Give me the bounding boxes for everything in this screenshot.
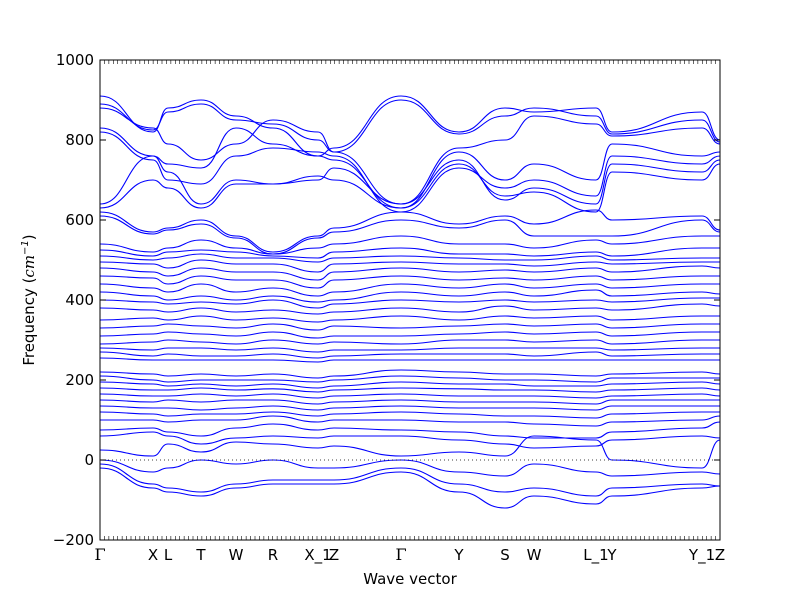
band-line-30 [99, 387, 721, 393]
y-axis-label-text: Frequency ( [20, 278, 38, 366]
band-line-34 [99, 411, 720, 419]
band-line-29 [99, 381, 721, 389]
high-symmetry-label: W [229, 546, 244, 564]
band-line-27 [99, 369, 721, 379]
band-line-14 [99, 265, 721, 281]
band-line-8 [99, 209, 721, 253]
band-line-37 [99, 431, 721, 449]
band-line-4 [99, 127, 721, 209]
high-symmetry-label: Z [329, 546, 339, 564]
high-symmetry-label: Y [606, 546, 617, 564]
band-line-11 [99, 247, 720, 259]
x-ticks: Γ X L T W R X_1Z Γ Y S W L_1Y Y_1 Z [94, 60, 725, 565]
band-line-7 [99, 163, 721, 213]
high-symmetry-label: Γ [395, 545, 406, 564]
y-tick-label: 200 [65, 371, 94, 389]
high-symmetry-label: X_1 [304, 546, 331, 565]
band-line-19 [99, 303, 721, 315]
y-tick-label: 0 [84, 451, 94, 469]
y-tick-label: 1000 [56, 51, 94, 69]
x-axis-label: Wave vector [363, 570, 457, 588]
band-line-40 [99, 463, 721, 497]
band-line-2 [99, 99, 721, 153]
band-line-20 [99, 315, 720, 323]
band-line-17 [99, 289, 721, 303]
band-lines [99, 95, 721, 509]
plot-frame [99, 59, 721, 541]
y-tick-label: 800 [65, 131, 94, 149]
band-line-35 [99, 415, 721, 427]
band-line-28 [99, 375, 720, 383]
band-line-15 [99, 275, 720, 289]
y-axis-label-close: ) [20, 234, 38, 240]
band-line-39 [99, 459, 721, 477]
band-line-22 [99, 331, 720, 339]
band-line-18 [99, 297, 720, 309]
y-ticks: −200 0 200 400 600 800 1000 [53, 51, 720, 549]
band-line-16 [99, 283, 720, 297]
band-line-9 [99, 215, 721, 255]
band-line-24 [99, 347, 720, 353]
band-line-6 [99, 155, 721, 205]
high-symmetry-label: W [527, 546, 542, 564]
band-line-25 [99, 351, 720, 359]
band-line-32 [99, 399, 720, 405]
high-symmetry-label: L [164, 546, 173, 564]
y-axis-label: Frequency (cm−1) [20, 234, 38, 365]
band-line-31 [99, 393, 721, 399]
band-line-5 [99, 131, 721, 213]
band-line-3 [99, 107, 721, 205]
high-symmetry-label: Γ [94, 545, 105, 564]
band-line-12 [99, 253, 720, 263]
high-symmetry-label: Z [715, 546, 725, 564]
band-line-41 [99, 467, 721, 509]
band-line-13 [99, 259, 720, 273]
band-line-26 [99, 357, 720, 363]
high-symmetry-label: S [500, 546, 510, 564]
y-tick-label: 400 [65, 291, 94, 309]
band-line-36 [99, 421, 721, 439]
y-axis-label-exponent: −1 [20, 240, 31, 255]
band-line-1 [99, 95, 721, 157]
band-line-38 [99, 435, 721, 469]
high-symmetry-label: Y [453, 546, 464, 564]
band-line-23 [99, 339, 720, 345]
high-symmetry-label: Y_1 [688, 546, 715, 565]
high-symmetry-label: L_1 [583, 546, 608, 565]
band-line-33 [99, 405, 720, 411]
high-symmetry-label: T [195, 546, 206, 564]
band-line-21 [99, 323, 720, 331]
band-line-10 [99, 235, 720, 255]
high-symmetry-label: R [268, 546, 278, 564]
y-tick-label: 600 [65, 211, 94, 229]
y-axis-label-unit: cm [20, 255, 38, 278]
high-symmetry-label: X [148, 546, 158, 564]
y-tick-label: −200 [53, 531, 94, 549]
